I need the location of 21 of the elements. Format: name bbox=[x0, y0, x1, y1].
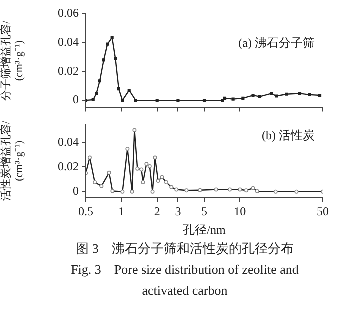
annotation: (b) 活性炭 bbox=[262, 128, 315, 142]
y-tick-label: 0.06 bbox=[58, 6, 79, 20]
x-tick-label: 50 bbox=[317, 204, 329, 218]
y-axis-title: 分子筛增益孔容/(cm³·g⁻¹) bbox=[0, 20, 26, 101]
y-axis-title: 活性炭增益孔容/(cm³·g⁻¹) bbox=[0, 120, 26, 202]
x-tick-label: 10 bbox=[234, 204, 246, 218]
x-tick-label: 2 bbox=[154, 204, 160, 218]
y-tick-label: 0 bbox=[73, 92, 79, 107]
y-tick-label: 0.04 bbox=[58, 134, 79, 149]
annotation: (a) 沸石分子筛 bbox=[238, 36, 315, 50]
y-tick-label: 0.04 bbox=[58, 35, 79, 50]
x-tick-label: 1 bbox=[118, 204, 125, 218]
x-tick-label: 0.5 bbox=[78, 204, 94, 218]
x-axis-title: 孔径/nm bbox=[183, 222, 226, 237]
caption: Fig. 3 Pore size distribution of zeolite and activated carbon bbox=[70, 261, 300, 300]
y-tick-label: 0.02 bbox=[58, 64, 79, 78]
y-tick-label: 0.02 bbox=[58, 159, 79, 174]
caption: 图 3 沸石分子筛和活性炭的孔径分布 bbox=[75, 240, 295, 258]
x-tick-label: 3 bbox=[175, 204, 182, 218]
y-tick-label: 0 bbox=[73, 184, 79, 198]
x-tick-label: 5 bbox=[202, 204, 208, 218]
